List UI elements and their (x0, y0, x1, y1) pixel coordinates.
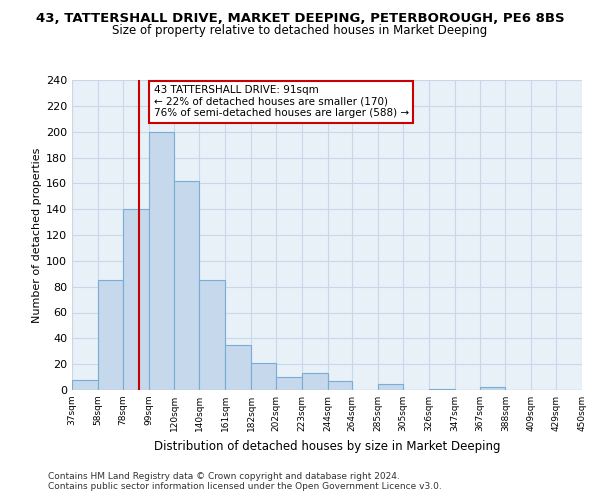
Text: 43, TATTERSHALL DRIVE, MARKET DEEPING, PETERBOROUGH, PE6 8BS: 43, TATTERSHALL DRIVE, MARKET DEEPING, P… (35, 12, 565, 26)
Bar (72, 380, 98, 390)
X-axis label: Distribution of detached houses by size in Market Deeping: Distribution of detached houses by size … (154, 440, 500, 452)
Bar (175, 180, 199, 390)
Bar (429, 388, 455, 390)
Bar (479, 388, 505, 390)
Bar (328, 381, 352, 390)
Bar (98, 280, 122, 390)
Bar (149, 132, 175, 390)
Text: 43 TATTERSHALL DRIVE: 91sqm
← 22% of detached houses are smaller (170)
76% of se: 43 TATTERSHALL DRIVE: 91sqm ← 22% of det… (154, 85, 409, 118)
Bar (378, 384, 403, 390)
Bar (225, 345, 251, 390)
Bar (302, 373, 328, 390)
Bar (122, 209, 149, 390)
Text: Contains public sector information licensed under the Open Government Licence v3: Contains public sector information licen… (48, 482, 442, 491)
Text: Contains HM Land Registry data © Crown copyright and database right 2024.: Contains HM Land Registry data © Crown c… (48, 472, 400, 481)
Y-axis label: Number of detached properties: Number of detached properties (32, 148, 42, 322)
Bar (251, 363, 276, 390)
Bar (276, 377, 302, 390)
Text: Size of property relative to detached houses in Market Deeping: Size of property relative to detached ho… (112, 24, 488, 37)
Bar (199, 280, 225, 390)
